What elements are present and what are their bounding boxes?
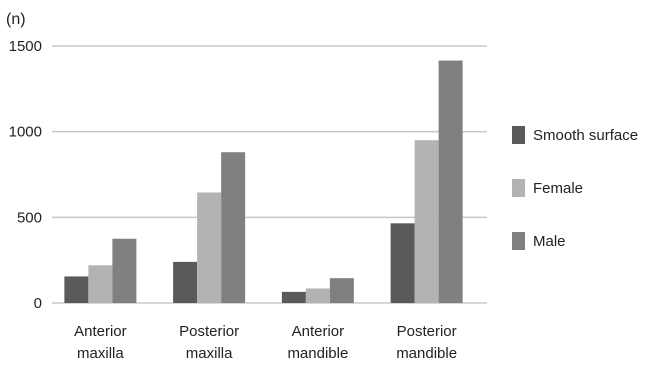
legend: Smooth surface Female Male — [512, 126, 638, 250]
legend-swatch — [512, 179, 525, 197]
x-category-label: mandible — [287, 345, 348, 362]
legend-label: Female — [533, 180, 583, 197]
bar-smooth-surface — [281, 291, 306, 303]
x-category-label: Anterior — [292, 323, 345, 340]
y-tick-label: 0 — [34, 295, 42, 312]
y-tick-label: 1000 — [9, 124, 42, 141]
x-category-label: maxilla — [77, 345, 124, 362]
bar-smooth-surface — [64, 276, 89, 303]
bars — [64, 60, 463, 304]
x-axis-labels: Anterior maxilla Posterior maxilla Anterior m… — [74, 323, 457, 362]
legend-swatch — [512, 232, 525, 250]
x-category-label: Anterior — [74, 323, 127, 340]
y-axis-ticks: 0 500 1000 1500 — [9, 38, 42, 312]
x-category-label: Posterior — [179, 323, 239, 340]
bar-male — [329, 278, 354, 303]
bar-smooth-surface — [173, 261, 198, 303]
x-category-label: Posterior — [397, 323, 457, 340]
bar-female — [414, 140, 439, 303]
legend-swatch — [512, 126, 525, 144]
bar-male — [112, 238, 137, 303]
legend-label: Smooth surface — [533, 127, 638, 144]
bar-female — [305, 288, 330, 303]
y-tick-label: 500 — [17, 209, 42, 226]
y-unit-label: (n) — [6, 11, 26, 28]
x-category-label: maxilla — [186, 345, 233, 362]
bar-female — [197, 192, 222, 303]
legend-label: Male — [533, 233, 566, 250]
bar-male — [438, 60, 463, 304]
bar-female — [88, 265, 113, 303]
y-tick-label: 1500 — [9, 38, 42, 55]
bar-smooth-surface — [390, 223, 415, 303]
bar-male — [221, 152, 246, 303]
x-category-label: mandible — [396, 345, 457, 362]
